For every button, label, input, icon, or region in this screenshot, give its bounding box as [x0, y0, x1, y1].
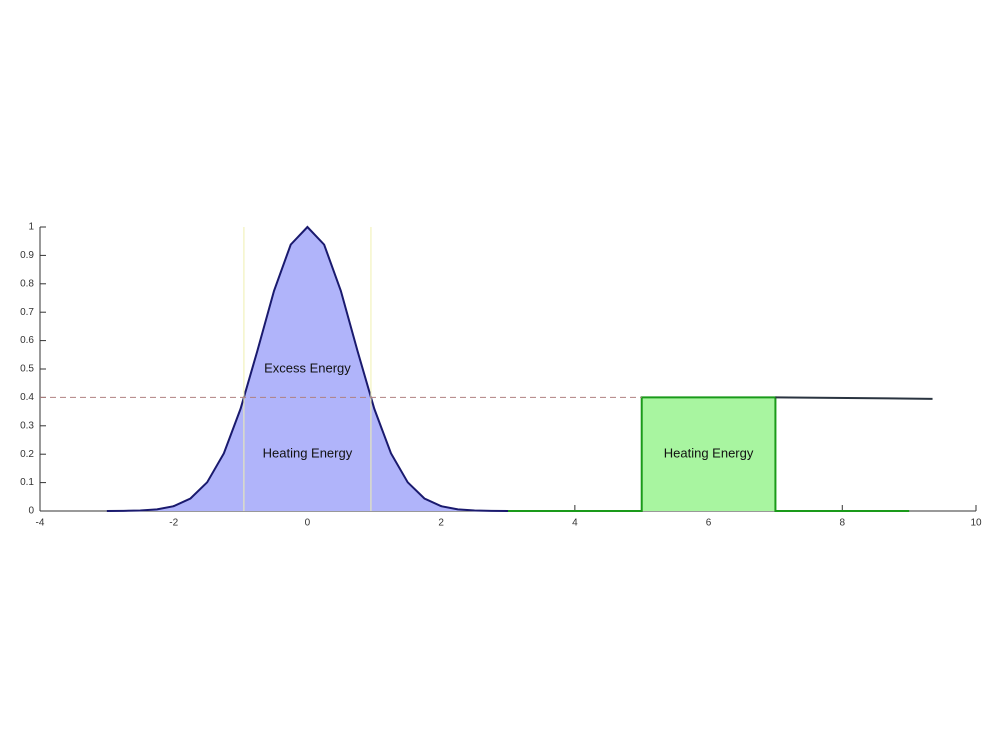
area: [508, 397, 910, 511]
y-tick-label: 0.4: [20, 392, 34, 403]
y-tick-label: 0.9: [20, 250, 34, 261]
y-tick-label: 0.3: [20, 420, 34, 431]
line: [508, 396, 910, 512]
x-tick-label: -4: [36, 518, 45, 529]
annotation: Excess Energy: [264, 360, 351, 375]
line: [775, 396, 933, 400]
y-tick-label: 0.7: [20, 307, 34, 318]
x-tick-label: 0: [305, 518, 311, 529]
x-tick-label: 8: [840, 518, 846, 529]
x-tick-label: 4: [572, 518, 578, 529]
y-tick-label: 1: [28, 222, 34, 233]
y-tick-label: 0.2: [20, 449, 34, 460]
x-tick-label: -2: [169, 518, 178, 529]
y-tick-label: 0.1: [20, 477, 34, 488]
x-tick-label: 6: [706, 518, 712, 529]
y-tick-label: 0.5: [20, 364, 34, 375]
area: [106, 227, 508, 511]
annotation: Heating Energy: [263, 446, 353, 461]
x-tick-label: 2: [438, 518, 444, 529]
y-tick-label: 0.6: [20, 335, 34, 346]
y-tick-label: 0.8: [20, 278, 34, 289]
y-tick-label: 0: [28, 506, 34, 517]
annotation: Heating Energy: [664, 446, 754, 461]
x-tick-label: 10: [970, 518, 982, 529]
line: [106, 225, 509, 512]
